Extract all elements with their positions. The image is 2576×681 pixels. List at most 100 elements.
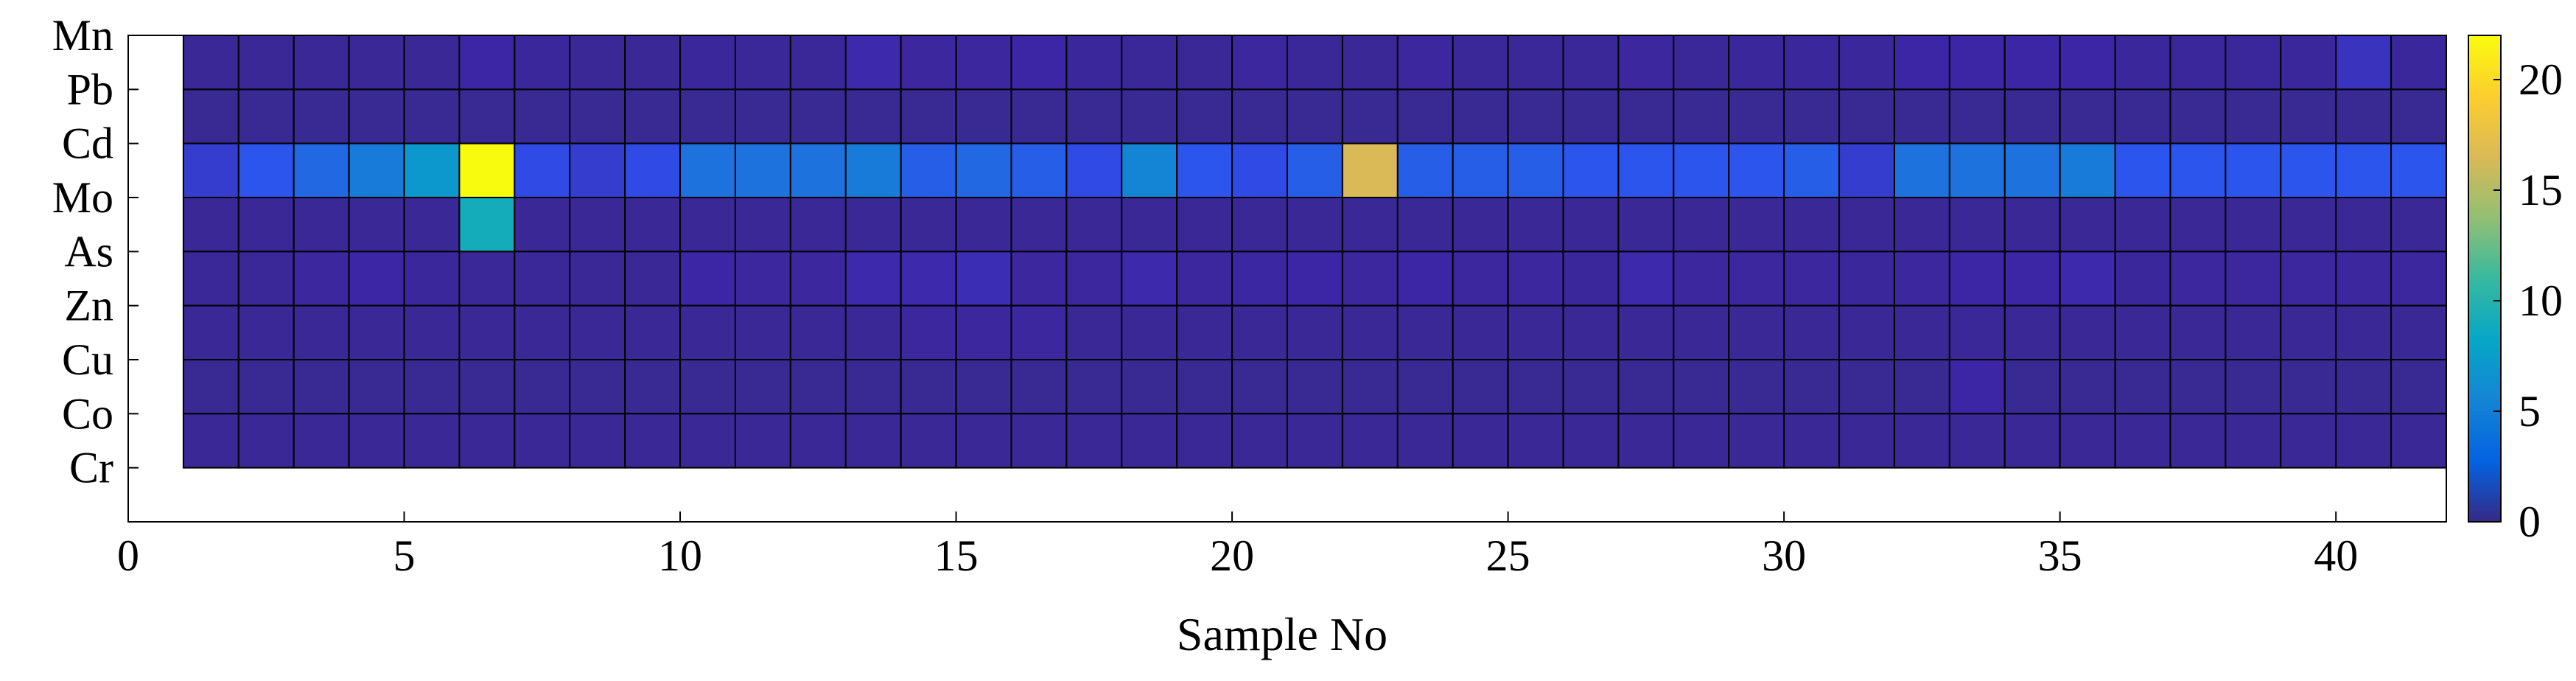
heatmap-cell (1176, 142, 1233, 199)
heatmap-cell (2390, 359, 2447, 415)
heatmap-cell (1893, 197, 1950, 253)
heatmap-cell (679, 142, 736, 199)
heatmap-cell (1396, 251, 1454, 307)
heatmap-cell (2225, 304, 2282, 360)
heatmap-cell (2169, 142, 2227, 199)
heatmap-cell (514, 88, 571, 144)
heatmap-cell (2280, 197, 2337, 253)
colorbar-tick-label: 15 (2519, 166, 2563, 214)
heatmap-cell (2114, 359, 2171, 415)
heatmap-cell (679, 197, 736, 253)
heatmap-cell (1893, 88, 1950, 144)
heatmap-cell (1507, 304, 1564, 360)
heatmap-cell (844, 35, 902, 91)
heatmap-cell (1948, 35, 2006, 91)
heatmap-cell (1783, 304, 1841, 360)
heatmap-cell (2169, 35, 2227, 91)
heatmap-cell (789, 304, 847, 360)
heatmap-cell (1673, 304, 1730, 360)
heatmap-cell (1507, 142, 1564, 199)
heatmap-cell (1452, 413, 1509, 469)
heatmap-cell (1562, 142, 1620, 199)
heatmap-cell (955, 413, 1012, 469)
heatmap-cell (844, 142, 902, 199)
heatmap-cell (2114, 197, 2171, 253)
x-tick-label: 20 (1210, 531, 1254, 580)
heatmap-cell (182, 359, 239, 415)
heatmap-cell (1396, 35, 1454, 91)
heatmap-cell (403, 359, 461, 415)
heatmap-cell (955, 359, 1012, 415)
heatmap-cell (1617, 251, 1675, 307)
heatmap-cell (2280, 35, 2337, 91)
heatmap-cell (1507, 359, 1564, 415)
heatmap-cell (624, 413, 682, 469)
heatmap-cell (1948, 359, 2006, 415)
heatmap-cell (2114, 35, 2171, 91)
heatmap-cell (569, 35, 626, 91)
heatmap-cell (2335, 88, 2393, 144)
heatmap-cell (1396, 359, 1454, 415)
y-tick-label: Cu (62, 335, 113, 384)
heatmap-cell (293, 251, 350, 307)
heatmap-cell (624, 251, 682, 307)
heatmap-cell (2335, 35, 2393, 91)
heatmap-cell (1783, 251, 1841, 307)
heatmap-cell (1121, 251, 1178, 307)
heatmap-cell (403, 413, 461, 469)
heatmap-cell (1176, 359, 1233, 415)
heatmap-cell (1673, 35, 1730, 91)
heatmap-cell (1231, 304, 1288, 360)
heatmap-cell (1783, 413, 1841, 469)
heatmap-cell (900, 142, 957, 199)
heatmap-cell (2225, 35, 2282, 91)
heatmap-cell (2390, 142, 2447, 199)
heatmap-cell (1065, 413, 1123, 469)
heatmap-cell (514, 413, 571, 469)
heatmap-cell (458, 35, 516, 91)
heatmap-cell (1507, 413, 1564, 469)
heatmap-cell (2059, 35, 2116, 91)
heatmap-cell (1562, 413, 1620, 469)
heatmap-cell (1065, 142, 1123, 199)
heatmap-cell (2059, 251, 2116, 307)
heatmap-cell (1507, 88, 1564, 144)
heatmap-cell (2280, 251, 2337, 307)
y-tick-label: Mn (52, 11, 113, 60)
heatmap-cell (1948, 88, 2006, 144)
heatmap-cell (1287, 142, 1343, 199)
heatmap-cell (569, 88, 626, 144)
heatmap-cell (624, 197, 682, 253)
heatmap-cell (789, 142, 847, 199)
heatmap-cell (1341, 304, 1399, 360)
heatmap-cell (1231, 35, 1288, 91)
heatmap-cell (514, 35, 571, 91)
heatmap-cell (2003, 35, 2061, 91)
heatmap-cell (1121, 359, 1178, 415)
x-tick-label: 5 (393, 531, 416, 580)
heatmap-cell (900, 35, 957, 91)
heatmap-cell (348, 251, 405, 307)
heatmap-cell (182, 251, 239, 307)
heatmap-cell (1341, 35, 1399, 91)
heatmap-cell (1838, 304, 1895, 360)
heatmap-cell (1121, 304, 1178, 360)
heatmap-cell (1617, 142, 1675, 199)
heatmap-cell (679, 413, 736, 469)
x-tick-label: 0 (117, 531, 139, 580)
heatmap-cell (1838, 413, 1895, 469)
heatmap-cell (514, 359, 571, 415)
heatmap-cell (182, 413, 239, 469)
heatmap-cell (955, 142, 1012, 199)
heatmap-cell (1838, 88, 1895, 144)
heatmap-cell (1231, 88, 1288, 144)
heatmap-cell (1121, 142, 1178, 199)
heatmap-cell (1176, 413, 1233, 469)
heatmap-cell (1893, 251, 1950, 307)
heatmap-cell (458, 88, 516, 144)
heatmap-cell (1948, 251, 2006, 307)
heatmap-cell (1010, 88, 1068, 144)
heatmap-cell (1728, 142, 1785, 199)
y-tick-label: Pb (67, 65, 113, 114)
heatmap-cell (1065, 359, 1123, 415)
